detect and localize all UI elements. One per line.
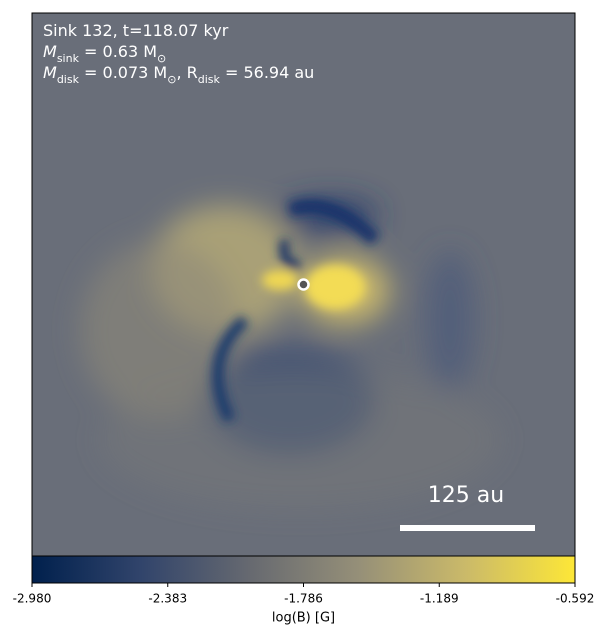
scale-bar-label: 125 au (428, 483, 504, 508)
colorbar-tick-label: -2.980 (13, 592, 52, 606)
annotation-part: = 0.073 M (79, 63, 167, 82)
colorbar-label: log(B) [G] (272, 611, 335, 626)
annotation-part: disk (57, 73, 80, 86)
scale-bar (400, 525, 535, 531)
colorbar-tick-label: -1.189 (420, 592, 459, 606)
annotation-part: = 0.63 M (79, 42, 157, 61)
colorbar-tick-label: -0.592 (556, 592, 595, 606)
annotation-part: sink (57, 52, 80, 65)
colorbar (31, 555, 576, 584)
colorbar-tick-label: -1.786 (284, 592, 323, 606)
annotation-line: Mdisk = 0.073 M⊙, Rdisk = 56.94 au (43, 63, 314, 86)
annotation-part: Sink 132, t=118.07 kyr (43, 21, 229, 40)
annotation-part: , R (176, 63, 197, 82)
annotation-line: Sink 132, t=118.07 kyr (43, 21, 229, 40)
colorbar-tick-label: -2.383 (148, 592, 187, 606)
annotation-part: M (43, 63, 57, 82)
annotation-part: M (43, 42, 57, 61)
annotation-part: = 56.94 au (220, 63, 314, 82)
annotation-part: ⊙ (167, 73, 176, 86)
annotation-part: ⊙ (157, 52, 166, 65)
field-image (32, 13, 575, 556)
annotation-line: Msink = 0.63 M⊙ (43, 42, 166, 65)
sink-marker (297, 278, 310, 291)
annotation-part: disk (198, 73, 221, 86)
